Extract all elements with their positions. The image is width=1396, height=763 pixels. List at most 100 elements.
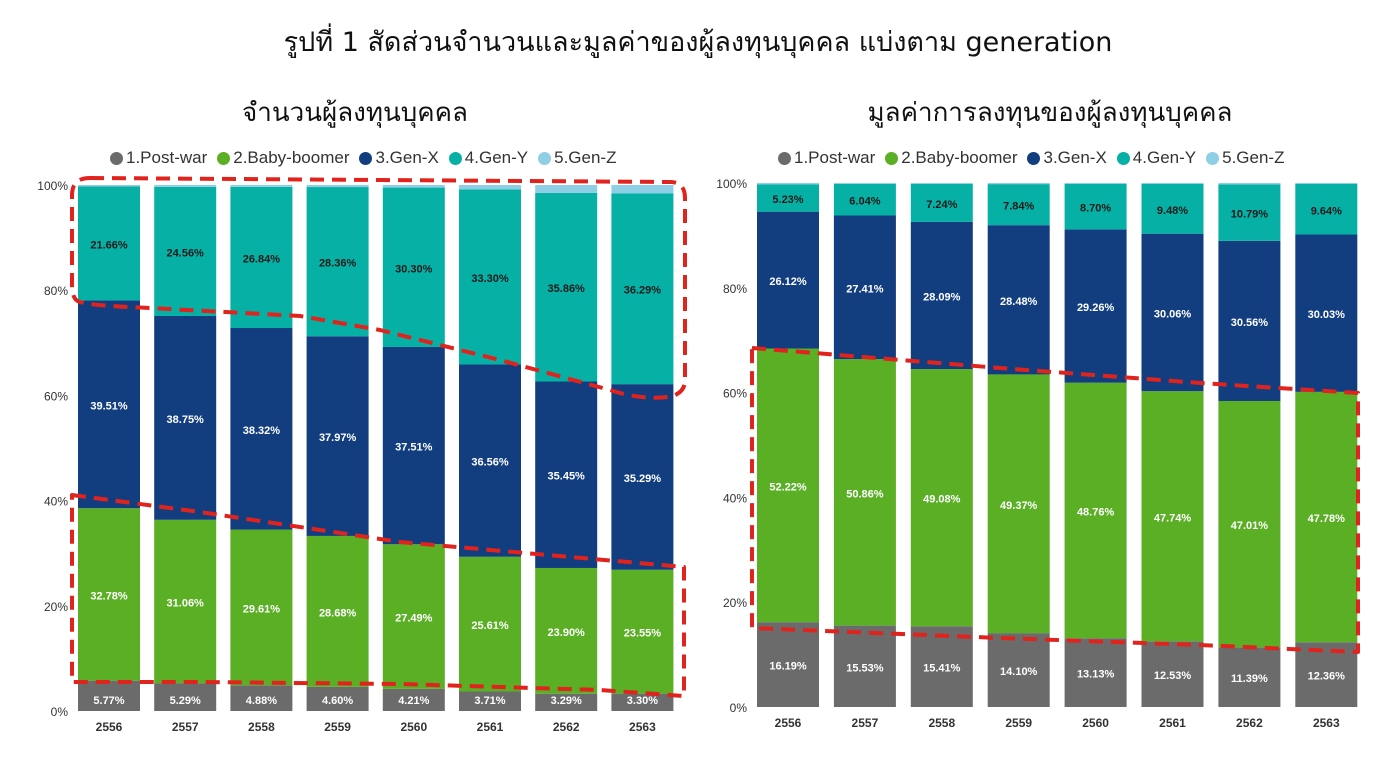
- bar-segment-4-gen-y: [78, 186, 140, 301]
- x-tick-label: 2558: [928, 716, 955, 730]
- data-label: 7.24%: [926, 199, 957, 211]
- x-tick-label: 2557: [172, 720, 199, 734]
- legend-swatch: [1206, 151, 1220, 165]
- bar-segment-4-gen-y: [230, 186, 293, 329]
- x-tick-label: 2560: [1082, 716, 1109, 730]
- bar-segment-3-gen-x: [910, 221, 973, 370]
- y-tick-label: 80%: [723, 282, 747, 296]
- bar-segment-5-gen-z: [611, 185, 674, 194]
- figure-title: รูปที่ 1 สัดส่วนจำนวนและมูลค่าของผู้ลงทุ…: [283, 27, 1113, 58]
- bar-segment-2-baby-boomer: [535, 567, 598, 694]
- bar-segment-2-baby-boomer: [757, 348, 819, 623]
- data-label: 5.29%: [170, 695, 201, 707]
- x-tick-label: 2556: [96, 720, 123, 734]
- data-label: 50.86%: [846, 488, 884, 500]
- data-label: 38.32%: [243, 425, 281, 437]
- y-tick-label: 20%: [723, 596, 747, 610]
- bar-segment-5-gen-z: [382, 185, 445, 188]
- bar-segment-5-gen-z: [1295, 183, 1358, 184]
- bar-segment-5-gen-z: [910, 183, 973, 184]
- data-label: 35.29%: [624, 473, 662, 485]
- data-label: 36.56%: [471, 457, 509, 469]
- bar-segment-2-baby-boomer: [78, 508, 140, 681]
- data-label: 35.86%: [548, 283, 586, 295]
- data-label: 28.68%: [319, 607, 357, 619]
- data-label: 47.74%: [1154, 512, 1192, 524]
- legend-item-1-post-war: 1.Post-war: [110, 148, 207, 168]
- data-label: 11.39%: [1231, 673, 1268, 685]
- legend-label: 3.Gen-X: [1043, 148, 1107, 167]
- bar-segment-1-post-war: [833, 625, 896, 707]
- highlight-gen-y-region: [70, 176, 687, 400]
- chart-title-value: มูลค่าการลงทุนของผู้ลงทุนบุคคล: [867, 98, 1233, 128]
- bar-segment-4-gen-y: [1064, 183, 1127, 230]
- data-label: 9.64%: [1311, 205, 1342, 217]
- legend-label: 1.Post-war: [794, 148, 876, 167]
- legend-swatch: [1116, 151, 1130, 165]
- data-label: 28.36%: [319, 258, 357, 270]
- x-tick-label: 2558: [248, 720, 275, 734]
- data-label: 30.03%: [1308, 309, 1346, 321]
- data-label: 4.60%: [322, 695, 353, 707]
- bar-segment-3-gen-x: [1218, 240, 1281, 401]
- legend-label: 5.Gen-Z: [1222, 148, 1285, 167]
- legend-item-3-gen-x: 3.Gen-X: [359, 148, 439, 168]
- highlight-baby-boomer-value-region: [750, 346, 1360, 654]
- legend-item-2-baby-boomer: 2.Baby-boomer: [217, 148, 349, 168]
- bar-segment-5-gen-z: [459, 185, 521, 190]
- x-tick-label: 2559: [324, 720, 351, 734]
- data-label: 29.26%: [1077, 302, 1115, 314]
- x-tick-label: 2561: [1159, 716, 1186, 730]
- bar-segment-3-gen-x: [230, 328, 293, 530]
- y-tick-label: 100%: [716, 177, 747, 191]
- y-tick-label: 0%: [730, 701, 748, 715]
- data-label: 21.66%: [90, 239, 128, 251]
- data-label: 47.01%: [1231, 520, 1269, 532]
- data-label: 38.75%: [167, 414, 205, 426]
- data-label: 27.49%: [395, 613, 433, 625]
- legend-count: 1.Post-war 2.Baby-boomer 3.Gen-X 4.Gen-Y 5.G…: [110, 148, 616, 168]
- y-tick-label: 60%: [723, 387, 747, 401]
- data-label: 5.77%: [93, 695, 124, 707]
- data-label: 24.56%: [167, 247, 205, 259]
- data-label: 6.04%: [849, 196, 880, 208]
- data-label: 28.48%: [1000, 296, 1038, 308]
- data-label: 15.41%: [923, 663, 961, 675]
- y-tick-label: 40%: [44, 495, 68, 509]
- data-label: 28.09%: [923, 291, 961, 303]
- bar-segment-4-gen-y: [535, 192, 598, 382]
- bar-segment-2-baby-boomer: [910, 369, 973, 627]
- bar-segment-3-gen-x: [459, 364, 521, 557]
- bar-segment-4-gen-y: [459, 189, 521, 365]
- data-label: 49.37%: [1000, 500, 1038, 512]
- bar-segment-1-post-war: [459, 691, 521, 711]
- bar-segment-4-gen-y: [910, 183, 973, 222]
- bar-segment-2-baby-boomer: [1141, 391, 1204, 642]
- data-label: 39.51%: [90, 400, 128, 412]
- bar-segment-5-gen-z: [1141, 183, 1204, 184]
- legend-swatch: [885, 151, 899, 165]
- data-label: 3.30%: [627, 695, 658, 707]
- data-label: 15.53%: [846, 662, 884, 674]
- bar-segment-2-baby-boomer: [154, 519, 217, 684]
- legend-label: 4.Gen-Y: [464, 148, 529, 167]
- data-label: 23.90%: [548, 627, 586, 639]
- data-label: 4.21%: [398, 695, 429, 707]
- bar-segment-2-baby-boomer: [833, 359, 896, 626]
- bar-segment-3-gen-x: [154, 315, 217, 520]
- bar-segment-4-gen-y: [1141, 183, 1204, 234]
- bar-segment-4-gen-y: [382, 187, 445, 347]
- bar-segment-1-post-war: [757, 622, 819, 707]
- x-tick-label: 2562: [553, 720, 580, 734]
- bar-segment-1-post-war: [78, 680, 140, 711]
- bar-segment-3-gen-x: [535, 381, 598, 568]
- legend-label: 2.Baby-boomer: [233, 148, 350, 167]
- bar-segment-1-post-war: [154, 683, 217, 711]
- legend-label: 2.Baby-boomer: [901, 148, 1018, 167]
- data-label: 26.12%: [769, 276, 807, 288]
- bar-segment-3-gen-x: [833, 215, 896, 360]
- bar-segment-4-gen-y: [987, 184, 1050, 226]
- bar-segment-4-gen-y: [154, 186, 217, 316]
- legend-swatch: [538, 151, 552, 165]
- bar-segment-1-post-war: [1218, 647, 1281, 707]
